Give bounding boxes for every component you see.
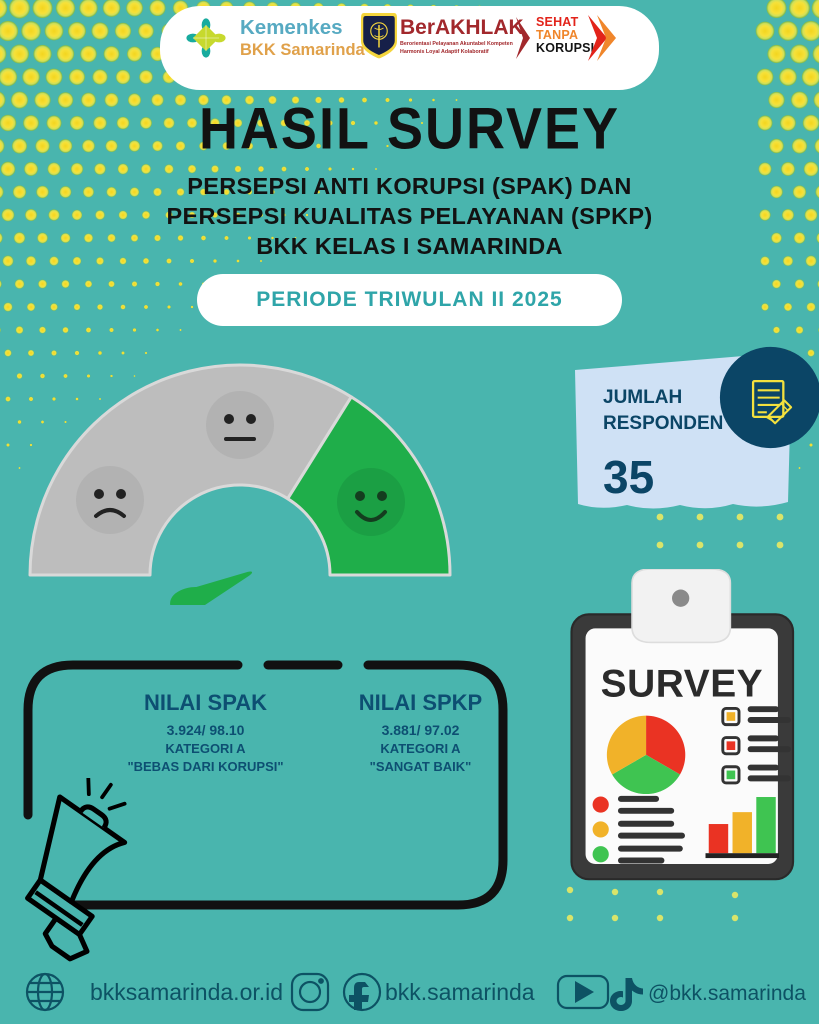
svg-text:bkk.samarinda: bkk.samarinda bbox=[385, 979, 535, 1005]
svg-text:BKK Samarinda: BKK Samarinda bbox=[240, 41, 366, 59]
svg-text:SEHAT: SEHAT bbox=[536, 15, 579, 29]
svg-text:TANPA: TANPA bbox=[536, 28, 578, 42]
svg-text:Kemenkes: Kemenkes bbox=[240, 16, 343, 39]
svg-text:SURVEY: SURVEY bbox=[601, 663, 763, 706]
svg-text:KORUPSI: KORUPSI bbox=[536, 41, 594, 55]
svg-text:Harmonis Loyal Adaptif Kolabor: Harmonis Loyal Adaptif Kolaboratif bbox=[400, 49, 489, 55]
svg-text:BerAKHLAK: BerAKHLAK bbox=[400, 16, 524, 39]
svg-text:@bkk.samarinda: @bkk.samarinda bbox=[648, 982, 806, 1005]
svg-text:Berorientasi Pelayanan Akuntab: Berorientasi Pelayanan Akuntabel Kompete… bbox=[400, 41, 513, 47]
svg-text:bkksamarinda.or.id: bkksamarinda.or.id bbox=[90, 979, 283, 1005]
